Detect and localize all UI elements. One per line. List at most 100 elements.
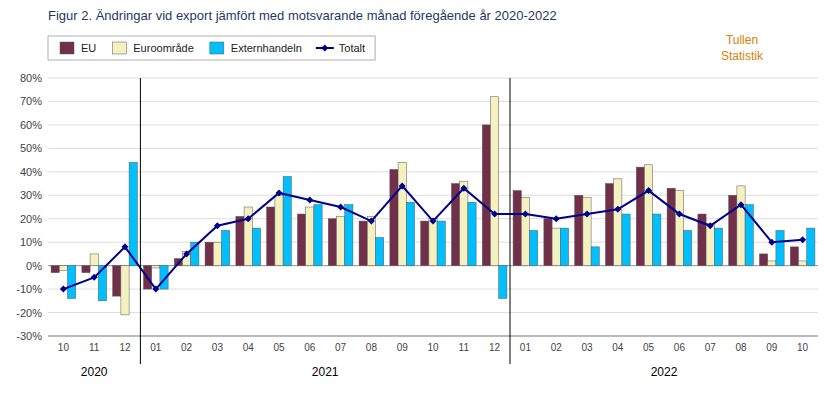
- bar: [460, 181, 468, 265]
- bar: [667, 188, 675, 265]
- bar: [406, 202, 414, 265]
- bar: [421, 221, 429, 266]
- bar: [429, 219, 437, 266]
- bar: [59, 266, 67, 271]
- y-tick-label: 10%: [20, 236, 42, 248]
- bar: [684, 230, 692, 265]
- bar: [790, 247, 798, 266]
- bar: [636, 167, 644, 266]
- bar: [376, 237, 384, 265]
- bar: [490, 97, 498, 266]
- x-tick-label: 07: [705, 342, 717, 353]
- bar: [714, 228, 722, 266]
- y-tick-label: 30%: [20, 189, 42, 201]
- marker: [399, 182, 406, 189]
- bar: [82, 266, 90, 273]
- legend-label: Euroområde: [133, 42, 194, 54]
- y-tick-label: 50%: [20, 142, 42, 154]
- bar: [283, 177, 291, 266]
- x-tick-label: 06: [674, 342, 686, 353]
- bar: [544, 219, 552, 266]
- bar: [575, 195, 583, 265]
- x-tick-label: 02: [181, 342, 193, 353]
- bar: [236, 216, 244, 265]
- x-tick-label: 10: [427, 342, 439, 353]
- bar: [367, 216, 375, 265]
- bar: [390, 169, 398, 265]
- x-tick-label: 09: [766, 342, 778, 353]
- title: Figur 2. Ändringar vid export jämfört me…: [48, 8, 557, 23]
- grid-line: [48, 312, 818, 313]
- x-tick-label: 01: [520, 342, 532, 353]
- marker: [337, 204, 344, 211]
- bar: [336, 216, 344, 265]
- y-tick-label: 40%: [20, 166, 42, 178]
- bar: [622, 214, 630, 266]
- chart: Figur 2. Ändringar vid export jämfört me…: [0, 0, 832, 416]
- bar: [605, 184, 613, 266]
- x-tick-label: 03: [581, 342, 593, 353]
- bar: [653, 214, 661, 266]
- x-tick-label: 09: [397, 342, 409, 353]
- watermark: Tullen: [726, 33, 758, 47]
- x-tick-label: 08: [366, 342, 378, 353]
- legend-swatch: [210, 42, 224, 54]
- bar: [275, 195, 283, 265]
- line: [63, 186, 802, 289]
- x-tick-label: 02: [551, 342, 563, 353]
- bar: [675, 191, 683, 266]
- marker: [645, 187, 652, 194]
- y-tick-label: 20%: [20, 213, 42, 225]
- marker: [584, 211, 591, 218]
- bar: [552, 228, 560, 266]
- year-separator: [510, 78, 511, 364]
- legend-label: EU: [81, 42, 96, 54]
- marker: [60, 286, 67, 293]
- bar: [398, 162, 406, 265]
- year-label: 2020: [81, 365, 108, 379]
- y-tick-label: -20%: [16, 307, 42, 319]
- bar: [213, 242, 221, 265]
- x-tick-label: 08: [735, 342, 747, 353]
- marker: [214, 222, 221, 229]
- legend-swatch: [60, 42, 74, 54]
- year-label: 2021: [312, 365, 339, 379]
- marker: [91, 274, 98, 281]
- bar: [297, 214, 305, 266]
- bar: [499, 266, 507, 299]
- bar: [729, 195, 737, 265]
- x-tick-label: 11: [89, 342, 100, 353]
- marker: [768, 239, 775, 246]
- year-separator: [140, 78, 141, 364]
- grid: [48, 78, 818, 336]
- marker: [707, 222, 714, 229]
- grid-line: [48, 148, 818, 149]
- y-tick-label: -10%: [16, 283, 42, 295]
- marker: [799, 236, 806, 243]
- bar: [644, 165, 652, 266]
- bar: [468, 202, 476, 265]
- bar: [807, 228, 815, 266]
- legend-swatch: [321, 45, 328, 52]
- line-series: [60, 182, 806, 292]
- marker: [122, 243, 129, 250]
- marker: [676, 211, 683, 218]
- grid-line: [48, 336, 818, 337]
- x-tick-label: 10: [58, 342, 70, 353]
- bar-series: [59, 97, 806, 315]
- marker: [276, 189, 283, 196]
- plot-data: [51, 97, 815, 315]
- marker: [152, 286, 159, 293]
- bar: [513, 191, 521, 266]
- y-tick-label: 60%: [20, 119, 42, 131]
- x-axis-line: [48, 336, 818, 337]
- x-tick-label: 06: [304, 342, 316, 353]
- legend-label: Totalt: [339, 42, 365, 54]
- bar: [121, 266, 129, 315]
- y-tick-label: 70%: [20, 95, 42, 107]
- marker: [368, 218, 375, 225]
- grid-line: [48, 171, 818, 172]
- marker: [306, 196, 313, 203]
- y-tick-label: 0%: [26, 260, 42, 272]
- marker: [460, 185, 467, 192]
